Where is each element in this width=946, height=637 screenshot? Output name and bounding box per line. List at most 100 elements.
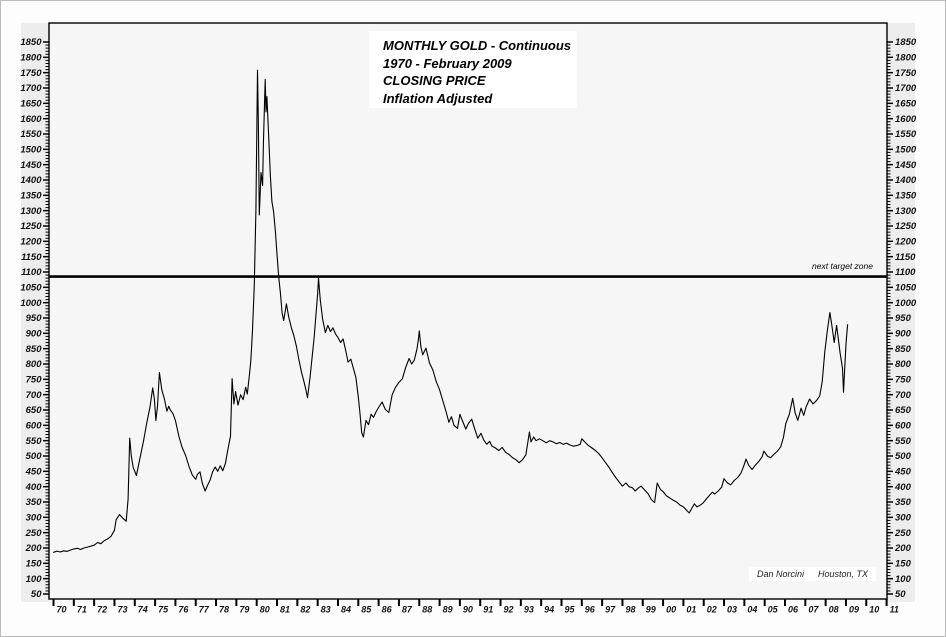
y-tick-label-right: 900 [895, 329, 912, 340]
x-tick-label: 72 [97, 605, 107, 615]
y-tick-label-left: 850 [26, 344, 43, 355]
y-tick-label-left: 1150 [21, 252, 42, 263]
y-tick-label-left: 1500 [20, 145, 42, 156]
y-tick-label-right: 600 [895, 421, 912, 432]
y-tick-label-right: 350 [895, 497, 912, 508]
x-tick-label: 85 [361, 605, 372, 615]
y-tick-label-right: 1500 [895, 145, 917, 156]
x-axis: 70 71 72 73 74 75 76 77 78 79 80 81 82 83 84 85 86 87 88 89… [52, 599, 899, 615]
y-tick-label-left: 550 [26, 436, 43, 447]
y-tick-label-right: 1700 [895, 83, 917, 94]
y-tick-label-left: 1300 [20, 206, 42, 217]
y-tick-label-right: 550 [895, 436, 912, 447]
x-tick-label: 07 [808, 605, 819, 615]
y-tick-label-left: 50 [31, 589, 42, 600]
y-tick-label-right: 1250 [895, 221, 917, 232]
y-tick-label-left: 1050 [20, 283, 42, 294]
chart-title-line-3: CLOSING PRICE [383, 73, 486, 88]
x-tick-label: 90 [463, 605, 473, 615]
y-tick-label-left: 350 [26, 497, 43, 508]
y-axis-strip-left [21, 23, 49, 602]
plot-frame [48, 22, 888, 600]
y-tick-label-left: 1350 [20, 191, 42, 202]
author-name: Dan Norcini [757, 569, 805, 579]
y-tick-label-left: 600 [26, 421, 43, 432]
x-tick-label: 97 [605, 605, 616, 615]
y-tick-label-right: 650 [895, 405, 912, 416]
y-tick-label-right: 500 [895, 451, 912, 462]
y-tick-label-right: 1000 [895, 298, 917, 309]
x-tick-label: 92 [504, 605, 514, 615]
y-tick-label-right: 950 [895, 313, 912, 324]
y-tick-label-right: 1400 [895, 175, 917, 186]
y-tick-label-left: 200 [25, 543, 43, 554]
x-tick-label: 06 [788, 605, 799, 615]
y-tick-label-left: 700 [26, 390, 43, 401]
y-tick-label-left: 1100 [21, 267, 42, 278]
x-tick-label: 82 [300, 605, 310, 615]
y-tick-label-left: 1600 [20, 114, 42, 125]
y-tick-label-right: 1350 [895, 191, 917, 202]
x-tick-label: 73 [117, 605, 127, 615]
y-tick-label-right: 1100 [895, 267, 916, 278]
x-tick-label: 08 [829, 605, 839, 615]
chart-title-box: MONTHLY GOLD - Continuous 1970 - Februar… [369, 31, 577, 108]
x-tick-label: 91 [483, 605, 493, 615]
x-tick-label: 01 [686, 605, 696, 615]
plot-area [49, 23, 887, 599]
y-tick-label-left: 750 [26, 375, 43, 386]
x-tick-label: 98 [625, 605, 635, 615]
y-tick-label-left: 450 [25, 467, 43, 478]
y-tick-label-left: 1650 [20, 99, 42, 110]
x-tick-label: 96 [585, 605, 596, 615]
x-tick-label: 74 [138, 605, 148, 615]
x-tick-label: 89 [443, 605, 453, 615]
y-tick-label-right: 1450 [895, 160, 917, 171]
y-tick-label-right: 250 [894, 528, 912, 539]
x-tick-label: 77 [199, 605, 210, 615]
y-tick-label-right: 300 [895, 513, 912, 524]
y-axis-strip-right [887, 23, 915, 602]
y-tick-label-left: 1450 [20, 160, 42, 171]
x-tick-label: 11 [890, 605, 899, 615]
y-tick-label-left: 1800 [20, 53, 42, 64]
y-tick-label-left: 800 [26, 359, 43, 370]
y-tick-label-right: 450 [894, 467, 912, 478]
y-tick-label-right: 150 [895, 559, 912, 570]
y-tick-label-left: 1250 [20, 221, 42, 232]
next-target-zone-label: next target zone [812, 261, 873, 271]
y-tick-label-right: 1850 [895, 37, 917, 48]
y-tick-label-right: 100 [895, 574, 912, 585]
x-tick-label: 04 [747, 605, 757, 615]
y-tick-label-left: 900 [26, 329, 43, 340]
x-tick-label: 80 [260, 605, 270, 615]
y-tick-label-right: 1150 [895, 252, 916, 263]
x-tick-label: 83 [321, 605, 331, 615]
y-tick-label-right: 700 [895, 390, 912, 401]
chart-title-line-2: 1970 - February 2009 [383, 55, 512, 71]
x-tick-label: 03 [727, 605, 737, 615]
author-location: Houston, TX [818, 569, 869, 579]
x-tick-label: 79 [239, 605, 249, 615]
x-tick-label: 10 [869, 605, 879, 615]
y-tick-label-left: 400 [25, 482, 43, 493]
chart-title-line-1: MONTHLY GOLD - Continuous [383, 38, 571, 53]
chart-title-line-4: Inflation Adjusted [383, 90, 493, 106]
x-tick-label: 78 [219, 605, 229, 615]
y-tick-label-left: 1400 [20, 175, 42, 186]
x-tick-label: 84 [341, 605, 351, 615]
y-tick-label-left: 650 [26, 405, 43, 416]
y-tick-label-left: 1000 [20, 298, 42, 309]
x-tick-label: 94 [544, 605, 554, 615]
y-tick-label-right: 1650 [895, 99, 917, 110]
x-tick-label: 00 [666, 605, 676, 615]
x-tick-label: 93 [524, 605, 534, 615]
x-tick-label: 70 [57, 605, 67, 615]
x-tick-label: 88 [422, 605, 432, 615]
y-tick-label-right: 800 [895, 359, 912, 370]
gold-price-line [52, 69, 849, 553]
y-tick-label-right: 1600 [895, 114, 917, 125]
y-tick-label-right: 750 [895, 375, 912, 386]
y-tick-label-left: 250 [25, 528, 43, 539]
